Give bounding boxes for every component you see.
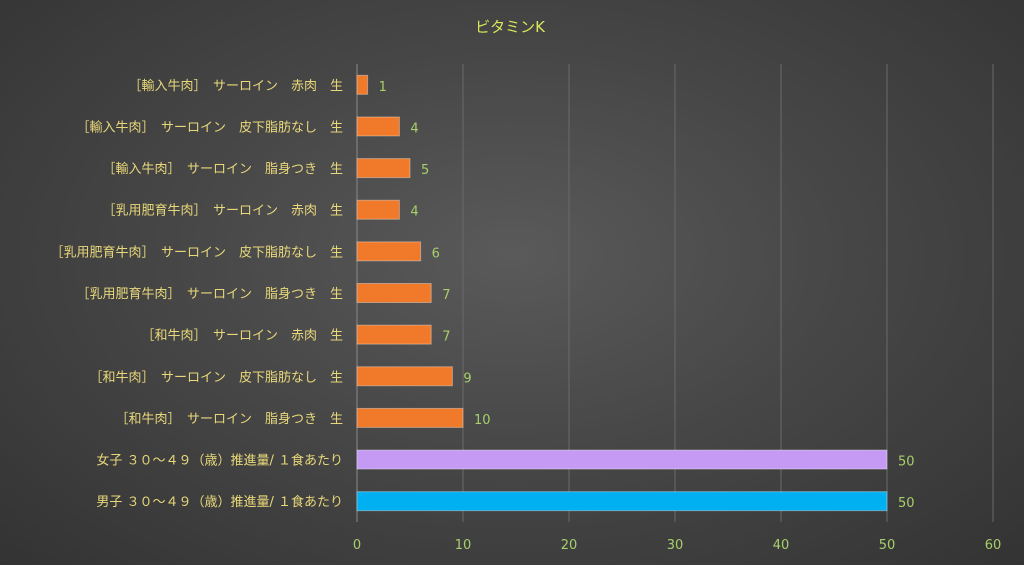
data-label: 9 bbox=[463, 371, 471, 386]
x-tick-label: 30 bbox=[667, 538, 684, 553]
x-tick-label: 20 bbox=[561, 538, 578, 553]
category-label: ［和牛肉］ サーロイン 赤肉 生 bbox=[141, 329, 343, 344]
data-label: 50 bbox=[898, 496, 915, 511]
data-label: 7 bbox=[442, 330, 450, 345]
bar bbox=[356, 74, 369, 95]
category-label: ［輸入牛肉］ サーロイン 皮下脂肪なし 生 bbox=[76, 119, 343, 135]
category-label: 男子 ３０～４９（歳）推進量/ １食あたり bbox=[96, 494, 343, 510]
category-label: 女子 ３０～４９（歳）推進量/ １食あたり bbox=[96, 453, 343, 469]
data-label: 5 bbox=[421, 163, 429, 178]
x-tick-label: 40 bbox=[773, 538, 790, 553]
category-label: ［乳用肥育牛肉］ サーロイン 皮下脂肪なし 生 bbox=[50, 244, 343, 260]
bars bbox=[356, 74, 888, 512]
category-label: ［和牛肉］ サーロイン 皮下脂肪なし 生 bbox=[89, 369, 343, 385]
bar bbox=[356, 158, 411, 179]
data-label: 1 bbox=[379, 80, 387, 95]
x-tick-label: 0 bbox=[353, 538, 361, 553]
bar bbox=[356, 407, 464, 428]
bar bbox=[356, 241, 422, 262]
data-labels: 1 4 5 4 6 7 7 9 10 50 50 bbox=[379, 80, 915, 511]
x-axis-ticks: 0 10 20 30 40 50 60 bbox=[353, 538, 1001, 553]
x-tick-label: 10 bbox=[455, 538, 472, 553]
category-label: ［輸入牛肉］ サーロイン 脂身つき 生 bbox=[102, 161, 343, 177]
category-label: ［輸入牛肉］ サーロイン 赤肉 生 bbox=[128, 79, 343, 94]
data-label: 10 bbox=[474, 413, 491, 428]
data-label: 6 bbox=[432, 246, 440, 261]
bar bbox=[356, 491, 888, 512]
chart-title: ビタミンK bbox=[475, 18, 546, 36]
bar bbox=[356, 366, 453, 387]
data-label: 4 bbox=[410, 205, 418, 220]
category-label: ［和牛肉］ サーロイン 脂身つき 生 bbox=[115, 411, 343, 427]
x-tick-label: 60 bbox=[985, 538, 1002, 553]
data-label: 50 bbox=[898, 455, 915, 470]
gridlines bbox=[356, 64, 994, 522]
bar bbox=[356, 283, 432, 303]
data-label: 7 bbox=[442, 288, 450, 303]
data-label: 4 bbox=[410, 121, 418, 136]
bar bbox=[356, 324, 432, 345]
bar bbox=[356, 449, 888, 470]
category-label: ［乳用肥育牛肉］ サーロイン 脂身つき 生 bbox=[76, 286, 343, 302]
bar bbox=[356, 199, 400, 220]
category-label: ［乳用肥育牛肉］ サーロイン 赤肉 生 bbox=[102, 203, 343, 219]
category-labels: ［輸入牛肉］ サーロイン 赤肉 生 ［輸入牛肉］ サーロイン 皮下脂肪なし 生 ［輸… bbox=[50, 79, 343, 510]
x-tick-label: 50 bbox=[879, 538, 896, 553]
bar bbox=[356, 116, 400, 137]
